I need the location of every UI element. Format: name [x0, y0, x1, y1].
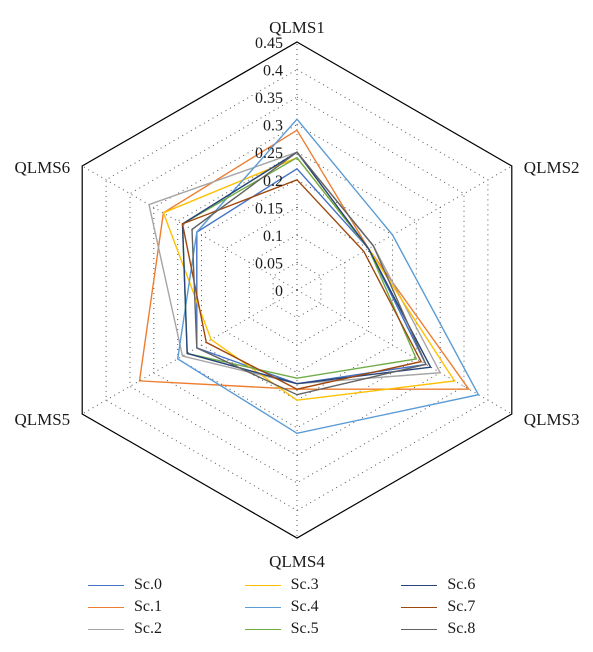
- legend-item-sc6: Sc.6: [401, 576, 558, 594]
- tick-label: 0.35: [255, 90, 283, 107]
- legend-swatch: [244, 606, 281, 608]
- legend-label: Sc.3: [290, 576, 319, 593]
- tick-label: 0.4: [263, 63, 283, 80]
- tick-label: 0.3: [263, 118, 283, 135]
- chart-legend: Sc.0 Sc.3 Sc.6 Sc.1 Sc.4 Sc.7 Sc.2 Sc.5 Sc.8: [88, 576, 558, 638]
- series-line-sc7: [181, 178, 423, 390]
- series-line-sc4: [176, 118, 480, 435]
- tick-label: 0: [275, 283, 283, 300]
- legend-swatch: [244, 628, 281, 630]
- legend-label: Sc.8: [447, 620, 476, 637]
- tick-label: 0.45: [255, 35, 283, 52]
- axis-label-qlms1: QLMS1: [269, 18, 325, 37]
- radar-spoke: [296, 289, 513, 415]
- legend-label: Sc.0: [134, 576, 162, 593]
- legend-item-sc2: Sc.2: [88, 620, 245, 638]
- tick-label: 0.15: [255, 200, 283, 217]
- legend-swatch: [88, 584, 124, 586]
- legend-item-sc7: Sc.7: [401, 598, 558, 616]
- axis-labels: QLMS1 QLMS2 QLMS3 QLMS4 QLMS5 QLMS6: [14, 18, 579, 570]
- legend-label: Sc.2: [134, 620, 162, 637]
- tick-label: 0.1: [263, 228, 283, 245]
- legend-swatch: [88, 606, 124, 608]
- axis-label-qlms4: QLMS4: [269, 552, 325, 570]
- radar-spoke: [81, 289, 298, 415]
- legend-swatch: [401, 584, 438, 586]
- legend-swatch: [244, 584, 281, 586]
- legend-label: Sc.5: [290, 620, 319, 637]
- legend-label: Sc.6: [447, 576, 476, 593]
- legend-item-sc5: Sc.5: [244, 620, 402, 638]
- axis-label-qlms6: QLMS6: [14, 158, 70, 177]
- legend-swatch: [88, 628, 124, 630]
- legend-item-sc3: Sc.3: [244, 576, 402, 594]
- series-line-sc2: [148, 151, 442, 385]
- legend-item-sc0: Sc.0: [88, 576, 245, 594]
- axis-label-qlms5: QLMS5: [14, 410, 70, 429]
- legend-item-sc4: Sc.4: [244, 598, 402, 616]
- series-line-sc8: [191, 151, 427, 396]
- axis-label-qlms2: QLMS2: [524, 158, 580, 177]
- tick-label: 0.2: [263, 173, 283, 190]
- legend-swatch: [401, 628, 438, 630]
- legend-swatch: [401, 606, 438, 608]
- legend-item-sc8: Sc.8: [401, 620, 558, 638]
- legend-label: Sc.7: [447, 598, 476, 615]
- tick-labels: 0 0.05 0.1 0.15 0.2 0.25 0.3 0.35 0.4 0.45: [255, 35, 283, 300]
- radar-chart: 00.050.10.150.20.250.30.350.40.45 QLMS1Q…: [14, 18, 579, 570]
- series-layer: [138, 118, 480, 435]
- legend-label: Sc.4: [290, 598, 319, 615]
- tick-label: 0.05: [255, 255, 283, 272]
- radar-grid: [81, 41, 513, 539]
- legend-item-sc1: Sc.1: [88, 598, 245, 616]
- tick-label: 0.25: [255, 145, 283, 162]
- radar-outer-frame: [81, 41, 513, 539]
- legend-label: Sc.1: [134, 598, 162, 615]
- axis-label-qlms3: QLMS3: [524, 410, 580, 429]
